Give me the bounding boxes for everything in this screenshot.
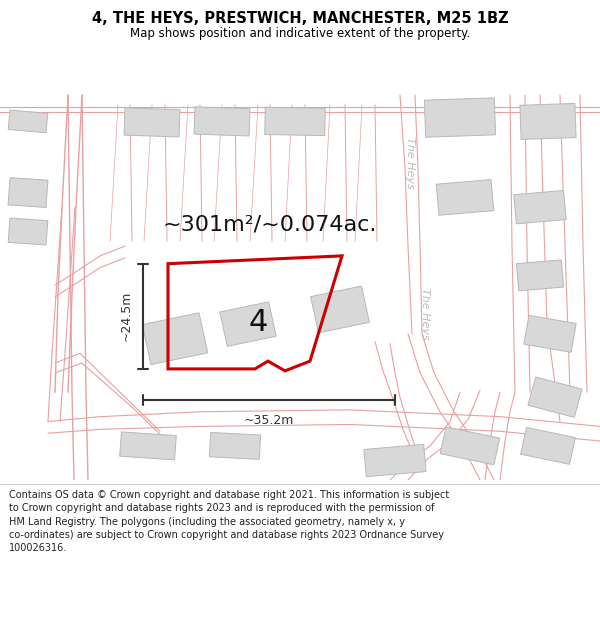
Polygon shape [517,260,563,291]
Text: ~24.5m: ~24.5m [120,291,133,341]
Polygon shape [220,302,276,346]
Polygon shape [311,286,370,333]
Polygon shape [8,110,48,132]
Text: ~301m²/~0.074ac.: ~301m²/~0.074ac. [163,215,377,235]
Polygon shape [364,444,426,477]
Polygon shape [440,427,500,465]
Polygon shape [8,177,48,208]
Polygon shape [524,316,576,352]
Polygon shape [124,108,180,137]
Polygon shape [424,98,496,138]
Polygon shape [520,103,576,139]
Polygon shape [528,377,582,418]
Text: The Heys: The Heys [420,289,430,340]
Text: Map shows position and indicative extent of the property.: Map shows position and indicative extent… [130,27,470,40]
Polygon shape [436,179,494,215]
Polygon shape [265,107,325,136]
Polygon shape [521,428,575,464]
Text: The Heys: The Heys [405,138,415,189]
Polygon shape [514,191,566,224]
Polygon shape [209,432,260,459]
Text: Contains OS data © Crown copyright and database right 2021. This information is : Contains OS data © Crown copyright and d… [9,490,449,553]
Polygon shape [119,432,176,460]
Text: ~35.2m: ~35.2m [244,414,294,427]
Polygon shape [8,218,48,245]
Polygon shape [142,313,208,364]
Polygon shape [194,107,250,136]
Text: 4, THE HEYS, PRESTWICH, MANCHESTER, M25 1BZ: 4, THE HEYS, PRESTWICH, MANCHESTER, M25 … [92,11,508,26]
Text: 4: 4 [248,308,268,337]
